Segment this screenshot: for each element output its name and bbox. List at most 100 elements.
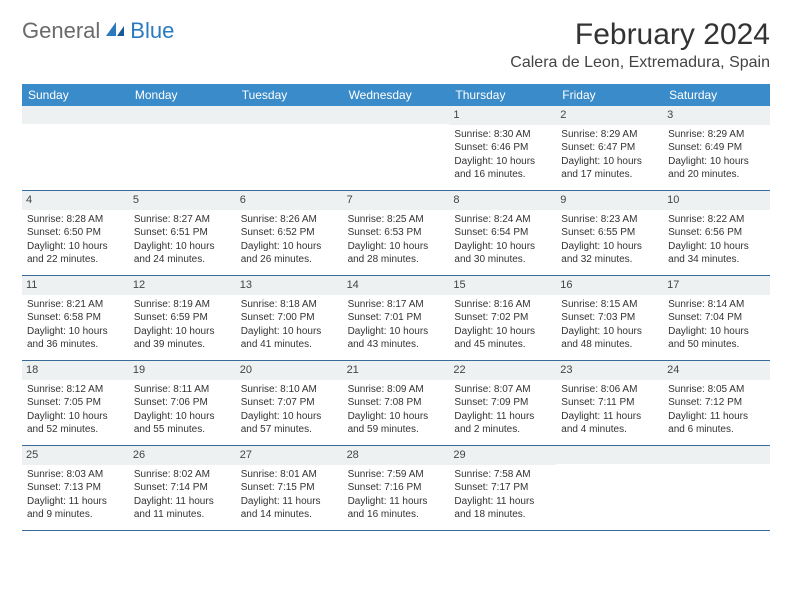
d1-text: Daylight: 10 hours xyxy=(668,155,765,169)
calendar-cell xyxy=(129,106,236,190)
d2-text: and 52 minutes. xyxy=(27,423,124,437)
sunrise-text: Sunrise: 8:27 AM xyxy=(134,213,231,227)
sunset-text: Sunset: 7:15 PM xyxy=(241,481,338,495)
sunset-text: Sunset: 6:51 PM xyxy=(134,226,231,240)
d2-text: and 4 minutes. xyxy=(561,423,658,437)
sunrise-text: Sunrise: 8:07 AM xyxy=(454,383,551,397)
d2-text: and 34 minutes. xyxy=(668,253,765,267)
calendar-cell xyxy=(556,446,663,530)
calendar-cell: 6Sunrise: 8:26 AMSunset: 6:52 PMDaylight… xyxy=(236,191,343,275)
d2-text: and 6 minutes. xyxy=(668,423,765,437)
day-number: 9 xyxy=(556,191,663,210)
d2-text: and 32 minutes. xyxy=(561,253,658,267)
sunset-text: Sunset: 7:08 PM xyxy=(348,396,445,410)
d2-text: and 17 minutes. xyxy=(561,168,658,182)
sunset-text: Sunset: 6:56 PM xyxy=(668,226,765,240)
brand-blue: Blue xyxy=(130,18,174,44)
sunrise-text: Sunrise: 8:22 AM xyxy=(668,213,765,227)
sunrise-text: Sunrise: 8:11 AM xyxy=(134,383,231,397)
d2-text: and 18 minutes. xyxy=(454,508,551,522)
d1-text: Daylight: 10 hours xyxy=(241,410,338,424)
calendar-cell: 3Sunrise: 8:29 AMSunset: 6:49 PMDaylight… xyxy=(663,106,770,190)
day-number: 26 xyxy=(129,446,236,465)
sunrise-text: Sunrise: 8:02 AM xyxy=(134,468,231,482)
calendar-cell: 26Sunrise: 8:02 AMSunset: 7:14 PMDayligh… xyxy=(129,446,236,530)
sunset-text: Sunset: 7:02 PM xyxy=(454,311,551,325)
d2-text: and 9 minutes. xyxy=(27,508,124,522)
day-number xyxy=(236,106,343,124)
sunset-text: Sunset: 7:16 PM xyxy=(348,481,445,495)
sunrise-text: Sunrise: 8:25 AM xyxy=(348,213,445,227)
calendar-cell: 12Sunrise: 8:19 AMSunset: 6:59 PMDayligh… xyxy=(129,276,236,360)
calendar-cell xyxy=(343,106,450,190)
day-number: 8 xyxy=(449,191,556,210)
d1-text: Daylight: 10 hours xyxy=(668,240,765,254)
calendar-cell: 23Sunrise: 8:06 AMSunset: 7:11 PMDayligh… xyxy=(556,361,663,445)
sunrise-text: Sunrise: 8:16 AM xyxy=(454,298,551,312)
sunrise-text: Sunrise: 8:23 AM xyxy=(561,213,658,227)
calendar-cell: 8Sunrise: 8:24 AMSunset: 6:54 PMDaylight… xyxy=(449,191,556,275)
sunrise-text: Sunrise: 8:06 AM xyxy=(561,383,658,397)
calendar-cell: 13Sunrise: 8:18 AMSunset: 7:00 PMDayligh… xyxy=(236,276,343,360)
day-number xyxy=(22,106,129,124)
sunrise-text: Sunrise: 8:09 AM xyxy=(348,383,445,397)
month-title: February 2024 xyxy=(510,18,770,52)
day-number: 3 xyxy=(663,106,770,125)
d2-text: and 36 minutes. xyxy=(27,338,124,352)
sunrise-text: Sunrise: 8:30 AM xyxy=(454,128,551,142)
d1-text: Daylight: 10 hours xyxy=(134,325,231,339)
calendar-cell: 21Sunrise: 8:09 AMSunset: 7:08 PMDayligh… xyxy=(343,361,450,445)
d2-text: and 41 minutes. xyxy=(241,338,338,352)
sunset-text: Sunset: 7:11 PM xyxy=(561,396,658,410)
d2-text: and 22 minutes. xyxy=(27,253,124,267)
day-header-row: Sunday Monday Tuesday Wednesday Thursday… xyxy=(22,84,770,106)
sunset-text: Sunset: 7:14 PM xyxy=(134,481,231,495)
sunrise-text: Sunrise: 8:21 AM xyxy=(27,298,124,312)
day-number: 28 xyxy=(343,446,450,465)
day-header-sunday: Sunday xyxy=(22,84,129,106)
d1-text: Daylight: 10 hours xyxy=(27,325,124,339)
day-number xyxy=(556,446,663,464)
d2-text: and 57 minutes. xyxy=(241,423,338,437)
calendar-cell: 28Sunrise: 7:59 AMSunset: 7:16 PMDayligh… xyxy=(343,446,450,530)
calendar-cell xyxy=(236,106,343,190)
calendar-cell: 9Sunrise: 8:23 AMSunset: 6:55 PMDaylight… xyxy=(556,191,663,275)
day-number: 20 xyxy=(236,361,343,380)
calendar-cell: 27Sunrise: 8:01 AMSunset: 7:15 PMDayligh… xyxy=(236,446,343,530)
d1-text: Daylight: 10 hours xyxy=(668,325,765,339)
title-block: February 2024 Calera de Leon, Extremadur… xyxy=(510,18,770,72)
calendar-cell: 25Sunrise: 8:03 AMSunset: 7:13 PMDayligh… xyxy=(22,446,129,530)
week-row: 25Sunrise: 8:03 AMSunset: 7:13 PMDayligh… xyxy=(22,446,770,531)
calendar-cell: 4Sunrise: 8:28 AMSunset: 6:50 PMDaylight… xyxy=(22,191,129,275)
sunset-text: Sunset: 7:09 PM xyxy=(454,396,551,410)
sunrise-text: Sunrise: 8:28 AM xyxy=(27,213,124,227)
week-row: 11Sunrise: 8:21 AMSunset: 6:58 PMDayligh… xyxy=(22,276,770,361)
brand-general: General xyxy=(22,18,100,44)
calendar-cell: 16Sunrise: 8:15 AMSunset: 7:03 PMDayligh… xyxy=(556,276,663,360)
d1-text: Daylight: 10 hours xyxy=(348,240,445,254)
location: Calera de Leon, Extremadura, Spain xyxy=(510,54,770,72)
sunrise-text: Sunrise: 8:14 AM xyxy=(668,298,765,312)
day-number: 7 xyxy=(343,191,450,210)
day-number: 6 xyxy=(236,191,343,210)
calendar-cell: 5Sunrise: 8:27 AMSunset: 6:51 PMDaylight… xyxy=(129,191,236,275)
sunset-text: Sunset: 6:50 PM xyxy=(27,226,124,240)
day-number: 25 xyxy=(22,446,129,465)
d1-text: Daylight: 10 hours xyxy=(454,325,551,339)
d1-text: Daylight: 10 hours xyxy=(454,240,551,254)
d1-text: Daylight: 10 hours xyxy=(241,325,338,339)
sunset-text: Sunset: 7:07 PM xyxy=(241,396,338,410)
d2-text: and 48 minutes. xyxy=(561,338,658,352)
sunset-text: Sunset: 7:01 PM xyxy=(348,311,445,325)
sunset-text: Sunset: 7:06 PM xyxy=(134,396,231,410)
calendar-cell: 20Sunrise: 8:10 AMSunset: 7:07 PMDayligh… xyxy=(236,361,343,445)
day-number: 12 xyxy=(129,276,236,295)
day-number: 11 xyxy=(22,276,129,295)
weeks-container: 1Sunrise: 8:30 AMSunset: 6:46 PMDaylight… xyxy=(22,106,770,531)
calendar-cell xyxy=(663,446,770,530)
d1-text: Daylight: 11 hours xyxy=(27,495,124,509)
d1-text: Daylight: 10 hours xyxy=(561,325,658,339)
day-number: 17 xyxy=(663,276,770,295)
sunrise-text: Sunrise: 8:05 AM xyxy=(668,383,765,397)
d1-text: Daylight: 10 hours xyxy=(348,325,445,339)
